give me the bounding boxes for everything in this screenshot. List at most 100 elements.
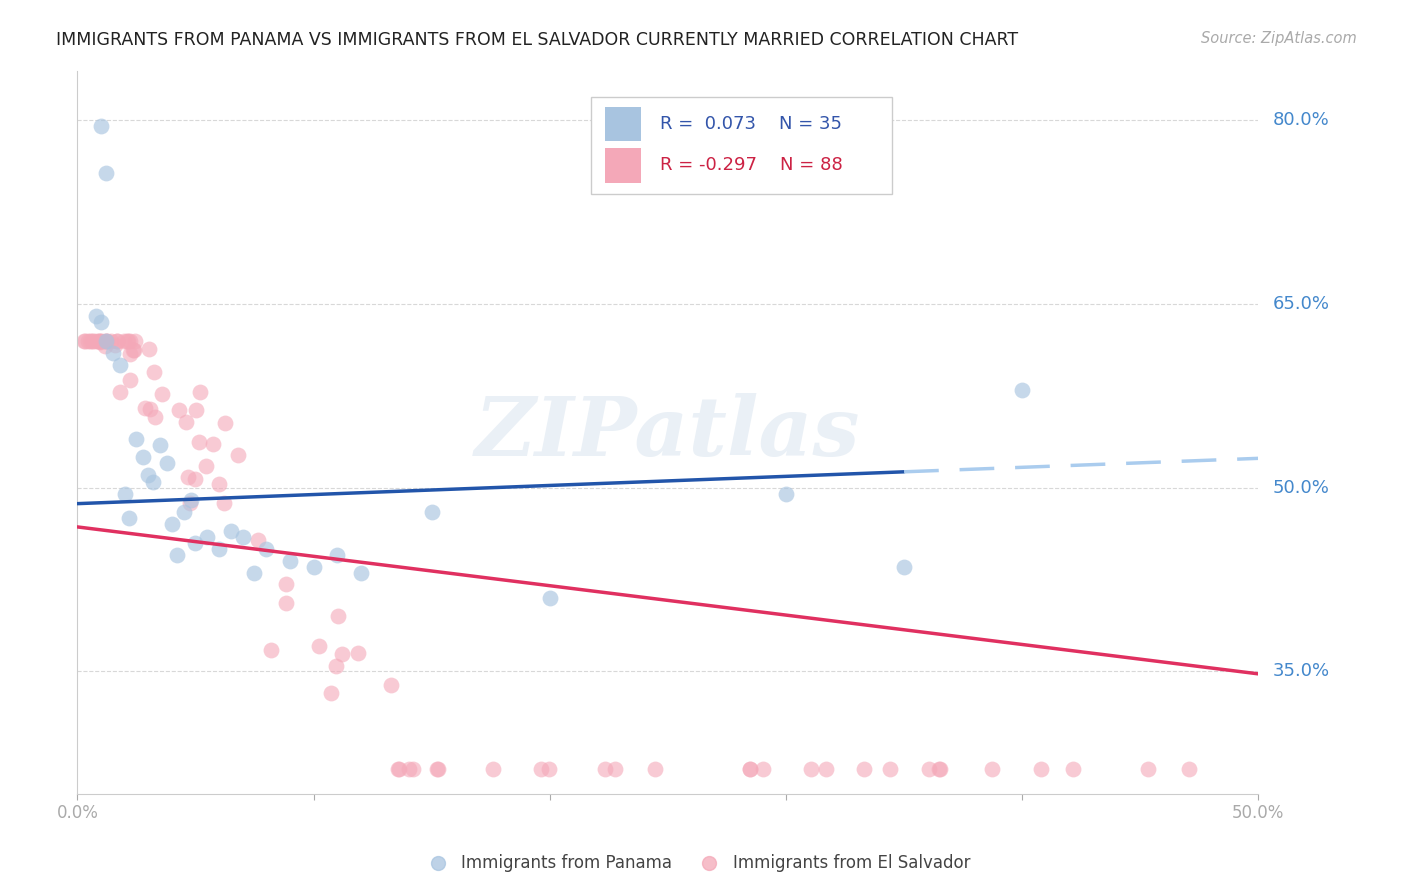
- Point: [254, 541, 277, 556]
- Text: 80.0%: 80.0%: [1272, 112, 1329, 129]
- Point: [388, 763, 411, 777]
- Bar: [591, 96, 893, 194]
- Point: [195, 459, 218, 474]
- Point: [328, 608, 350, 623]
- Text: R =  0.073    N = 35: R = 0.073 N = 35: [659, 115, 842, 133]
- Point: [104, 337, 127, 351]
- Text: ZIPatlas: ZIPatlas: [475, 392, 860, 473]
- Point: [149, 438, 172, 452]
- Point: [402, 763, 425, 777]
- Point: [387, 763, 409, 777]
- Point: [125, 432, 148, 446]
- Point: [1011, 383, 1033, 397]
- Point: [73, 334, 96, 348]
- Text: 35.0%: 35.0%: [1272, 663, 1330, 681]
- Point: [326, 548, 349, 562]
- Point: [84, 310, 107, 324]
- Point: [132, 450, 155, 464]
- Point: [214, 417, 236, 431]
- Point: [893, 560, 915, 574]
- Point: [143, 409, 166, 424]
- Text: 50.0%: 50.0%: [1272, 479, 1329, 497]
- Point: [918, 763, 941, 777]
- Point: [593, 763, 616, 777]
- Point: [142, 475, 165, 489]
- Point: [90, 315, 112, 329]
- Point: [815, 763, 838, 777]
- Point: [180, 493, 202, 508]
- Point: [232, 530, 254, 544]
- Point: [89, 334, 111, 348]
- Point: [115, 334, 138, 348]
- Point: [122, 343, 145, 358]
- Point: [187, 435, 209, 450]
- Point: [177, 470, 200, 484]
- Point: [398, 763, 420, 777]
- Point: [160, 517, 183, 532]
- Point: [482, 763, 505, 777]
- Point: [174, 416, 197, 430]
- Point: [207, 477, 229, 491]
- Point: [1062, 763, 1084, 777]
- Bar: [605, 148, 641, 183]
- Point: [114, 487, 136, 501]
- Point: [259, 642, 281, 657]
- Point: [142, 365, 165, 379]
- Point: [740, 763, 762, 777]
- Point: [94, 166, 117, 180]
- Point: [928, 763, 950, 777]
- Point: [276, 577, 298, 591]
- Point: [538, 763, 561, 777]
- Point: [325, 658, 347, 673]
- Point: [118, 347, 141, 361]
- Point: [530, 763, 553, 777]
- Point: [84, 334, 107, 348]
- Text: Immigrants from Panama: Immigrants from Panama: [461, 854, 672, 871]
- Point: [108, 358, 131, 372]
- Point: [118, 511, 141, 525]
- Point: [751, 763, 773, 777]
- Point: [87, 334, 110, 348]
- Point: [101, 346, 124, 360]
- Point: [879, 763, 901, 777]
- Point: [105, 334, 128, 348]
- Point: [853, 763, 876, 777]
- Point: [166, 548, 188, 562]
- Point: [150, 386, 173, 401]
- Point: [120, 373, 142, 387]
- Point: [302, 560, 325, 574]
- Point: [96, 334, 118, 348]
- Point: [420, 505, 443, 519]
- Point: [94, 334, 117, 348]
- Point: [981, 763, 1004, 777]
- Point: [184, 403, 207, 417]
- Point: [738, 763, 761, 777]
- Text: Immigrants from El Salvador: Immigrants from El Salvador: [733, 854, 970, 871]
- Point: [195, 530, 218, 544]
- Point: [928, 763, 950, 777]
- Point: [94, 339, 117, 353]
- Point: [90, 120, 112, 134]
- Point: [124, 334, 146, 348]
- Point: [100, 334, 122, 348]
- Point: [120, 334, 142, 348]
- Point: [775, 487, 797, 501]
- Point: [188, 385, 211, 400]
- Point: [278, 554, 301, 568]
- Point: [73, 334, 96, 348]
- Point: [108, 384, 131, 399]
- Point: [1029, 763, 1052, 777]
- Point: [136, 468, 159, 483]
- Point: [226, 448, 249, 462]
- Point: [89, 334, 111, 349]
- Point: [134, 401, 156, 416]
- Point: [605, 763, 627, 777]
- Point: [219, 524, 242, 538]
- Point: [167, 403, 190, 417]
- Point: [138, 342, 160, 356]
- Point: [156, 456, 179, 470]
- Point: [644, 763, 666, 777]
- Point: [112, 334, 135, 348]
- Point: [332, 647, 354, 661]
- Text: R = -0.297    N = 88: R = -0.297 N = 88: [659, 156, 842, 174]
